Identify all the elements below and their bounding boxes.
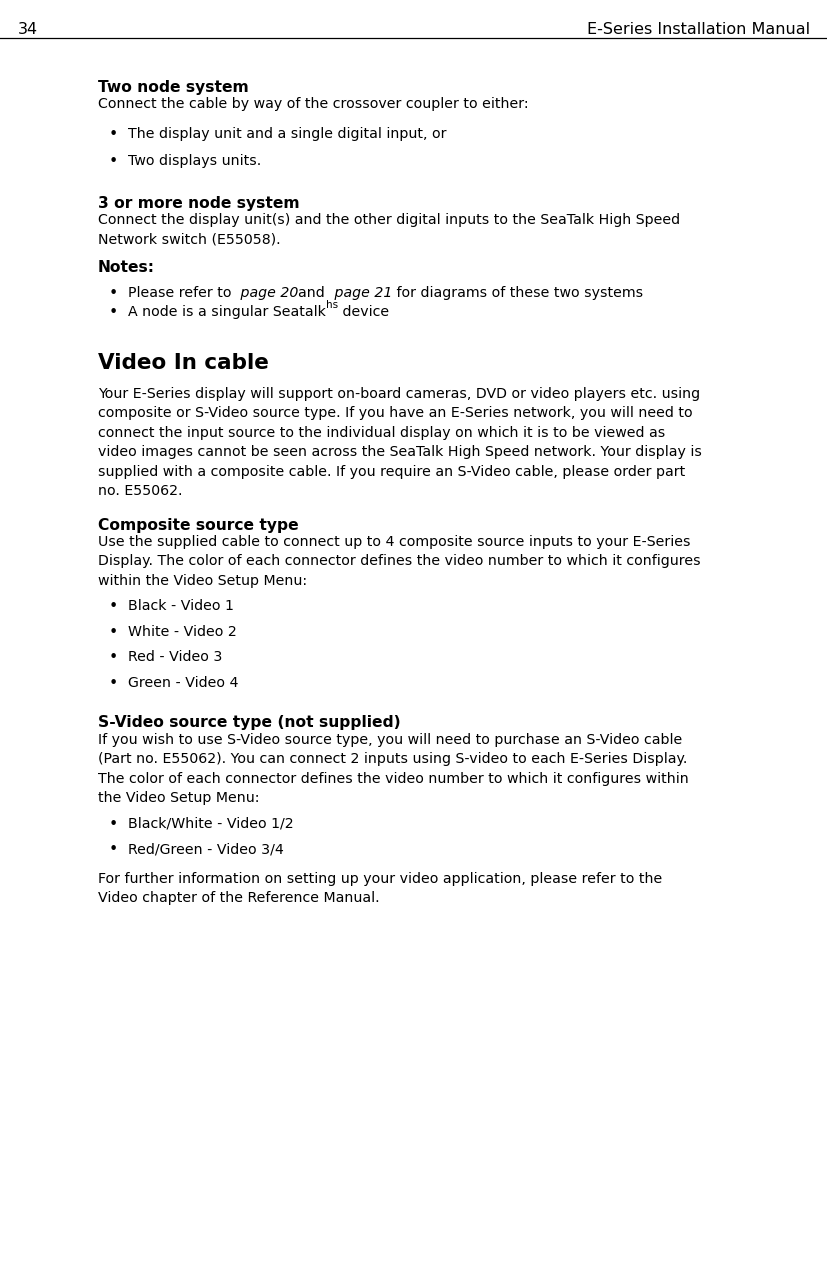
Text: composite or S-Video source type. If you have an E-Series network, you will need: composite or S-Video source type. If you… [98, 406, 692, 420]
Text: (Part no. E55062). You can connect 2 inputs using S-video to each E-Series Displ: (Part no. E55062). You can connect 2 inp… [98, 753, 686, 767]
Text: The display unit and a single digital input, or: The display unit and a single digital in… [128, 127, 446, 141]
Text: •: • [109, 599, 118, 614]
Text: no. E55062.: no. E55062. [98, 484, 182, 498]
Text: Video chapter of the Reference Manual.: Video chapter of the Reference Manual. [98, 892, 379, 905]
Text: Black - Video 1: Black - Video 1 [128, 599, 233, 613]
Text: Use the supplied cable to connect up to 4 composite source inputs to your E-Seri: Use the supplied cable to connect up to … [98, 535, 690, 549]
Text: The color of each connector defines the video number to which it configures with: The color of each connector defines the … [98, 772, 688, 786]
Text: page 20: page 20 [236, 285, 298, 300]
Text: •: • [109, 676, 118, 691]
Text: White - Video 2: White - Video 2 [128, 625, 237, 639]
Text: E-Series Installation Manual: E-Series Installation Manual [586, 21, 809, 37]
Text: for diagrams of these two systems: for diagrams of these two systems [391, 285, 643, 300]
Text: 3 or more node system: 3 or more node system [98, 195, 299, 211]
Text: Notes:: Notes: [98, 260, 155, 275]
Text: •: • [109, 305, 118, 320]
Text: within the Video Setup Menu:: within the Video Setup Menu: [98, 574, 307, 588]
Text: Network switch (E55058).: Network switch (E55058). [98, 233, 280, 247]
Text: and: and [298, 285, 329, 300]
Text: •: • [109, 817, 118, 832]
Text: For further information on setting up your video application, please refer to th: For further information on setting up yo… [98, 871, 662, 885]
Text: •: • [109, 285, 118, 300]
Text: Connect the cable by way of the crossover coupler to either:: Connect the cable by way of the crossove… [98, 97, 528, 111]
Text: •: • [109, 154, 118, 169]
Text: If you wish to use S-Video source type, you will need to purchase an S-Video cab: If you wish to use S-Video source type, … [98, 733, 681, 747]
Text: Please refer to: Please refer to [128, 285, 236, 300]
Text: Video In cable: Video In cable [98, 353, 269, 372]
Text: Composite source type: Composite source type [98, 517, 299, 532]
Text: the Video Setup Menu:: the Video Setup Menu: [98, 792, 259, 806]
Text: video images cannot be seen across the SeaTalk High Speed network. Your display : video images cannot be seen across the S… [98, 445, 701, 459]
Text: hs: hs [326, 300, 337, 310]
Text: •: • [109, 625, 118, 641]
Text: page 21: page 21 [329, 285, 391, 300]
Text: Your E-Series display will support on-board cameras, DVD or video players etc. u: Your E-Series display will support on-bo… [98, 387, 700, 401]
Text: •: • [109, 651, 118, 666]
Text: supplied with a composite cable. If you require an S-Video cable, please order p: supplied with a composite cable. If you … [98, 464, 685, 479]
Text: S-Video source type (not supplied): S-Video source type (not supplied) [98, 715, 400, 730]
Text: •: • [109, 127, 118, 141]
Text: Green - Video 4: Green - Video 4 [128, 676, 238, 690]
Text: •: • [109, 842, 118, 857]
Text: Red - Video 3: Red - Video 3 [128, 651, 222, 665]
Text: device: device [337, 305, 389, 319]
Text: A node is a singular Seatalk: A node is a singular Seatalk [128, 305, 326, 319]
Text: connect the input source to the individual display on which it is to be viewed a: connect the input source to the individu… [98, 426, 664, 440]
Text: Connect the display unit(s) and the other digital inputs to the SeaTalk High Spe: Connect the display unit(s) and the othe… [98, 213, 679, 227]
Text: Two node system: Two node system [98, 79, 248, 95]
Text: Black/White - Video 1/2: Black/White - Video 1/2 [128, 817, 294, 831]
Text: Display. The color of each connector defines the video number to which it config: Display. The color of each connector def… [98, 555, 700, 569]
Text: Two displays units.: Two displays units. [128, 154, 261, 169]
Text: Red/Green - Video 3/4: Red/Green - Video 3/4 [128, 842, 284, 856]
Text: 34: 34 [18, 21, 38, 37]
